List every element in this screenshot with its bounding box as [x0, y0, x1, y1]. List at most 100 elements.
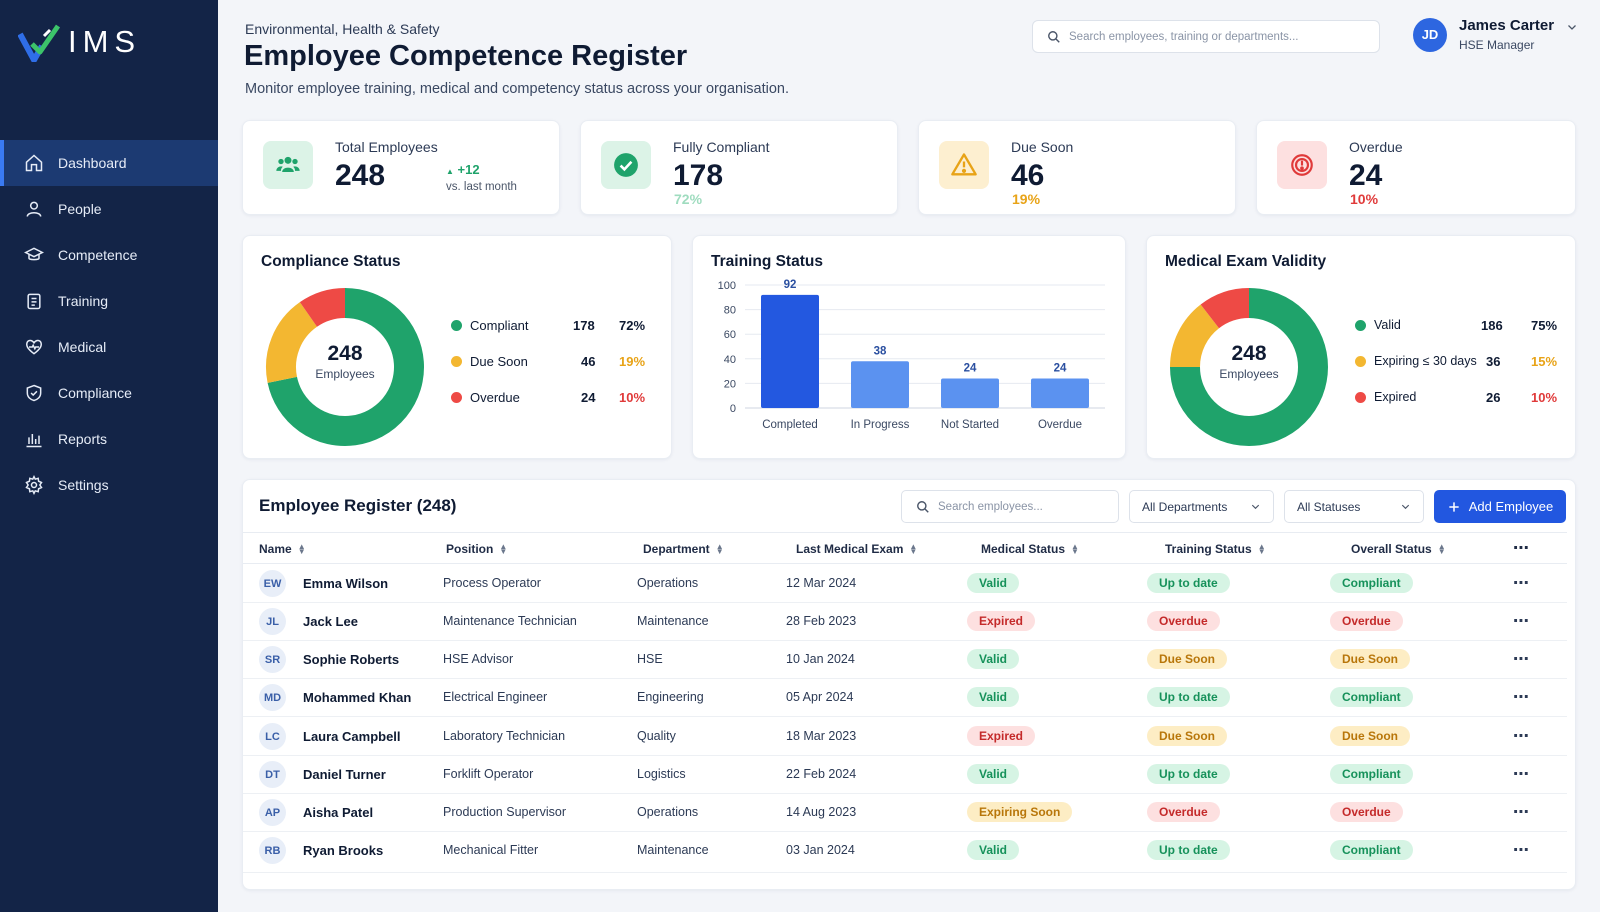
table-row[interactable]: RB Ryan Brooks Mechanical Fitter Maintenanc… [243, 831, 1567, 873]
row-actions-button[interactable]: ⋯ [1513, 651, 1530, 668]
home-icon [25, 154, 43, 172]
overall-status-badge: Compliant [1330, 840, 1413, 860]
compliance-donut-chart [266, 288, 424, 446]
employee-name[interactable]: Daniel Turner [303, 767, 386, 782]
employee-name[interactable]: Jack Lee [303, 614, 358, 629]
employee-name[interactable]: Mohammed Khan [303, 690, 412, 705]
column-header-training-status[interactable]: Training Status ▲ ▼ [1165, 542, 1266, 556]
table-row[interactable]: DT Daniel Turner Forklift Operator Logistic… [243, 755, 1567, 794]
bar-value-label: 24 [1054, 362, 1067, 374]
employee-register: Employee Register (248) All Departments … [242, 479, 1576, 890]
card-title: Medical Exam Validity [1165, 253, 1327, 270]
avatar[interactable]: JD [1413, 17, 1447, 52]
legend-swatch [1355, 391, 1366, 403]
overall-status-badge: Compliant [1330, 573, 1413, 593]
legend-label: Valid [1374, 318, 1401, 332]
employee-name[interactable]: Laura Campbell [303, 729, 401, 744]
employee-name[interactable]: Emma Wilson [303, 576, 389, 591]
employee-department: Operations [637, 576, 699, 590]
global-search-input[interactable] [1069, 30, 1359, 43]
kpi-trend-value: +12 [457, 162, 480, 177]
kpi-percent: 19% [1012, 191, 1041, 207]
warning-icon [951, 153, 977, 176]
table-header: Name ▲ ▼ Position ▲ ▼ Department ▲ ▼ Last Medi… [243, 532, 1567, 564]
clipboard-icon [27, 293, 41, 310]
chevron-down-icon[interactable] [1566, 21, 1578, 33]
row-actions-button[interactable]: ⋯ [1513, 842, 1530, 859]
table-row[interactable]: MD Mohammed Khan Electrical Engineer Engine… [243, 678, 1567, 717]
row-actions-button[interactable]: ⋯ [1513, 689, 1530, 706]
column-options-button[interactable]: ⋯ [1513, 540, 1529, 557]
donut-total: 248 [327, 342, 363, 365]
sidebar-item-label: Settings [58, 477, 109, 493]
column-header-medical-status[interactable]: Medical Status ▲ ▼ [981, 542, 1079, 556]
bar-not-started[interactable] [941, 378, 999, 408]
medical-validity-card: Medical Exam Validity 248 Employees Vali… [1146, 235, 1576, 459]
sidebar-item-competence[interactable]: Competence [0, 232, 218, 278]
trend-up-icon: ▲ [446, 167, 454, 176]
register-search-input[interactable] [938, 500, 1108, 513]
donut-total-label: Employees [1219, 367, 1279, 381]
column-header-department[interactable]: Department ▲ ▼ [643, 542, 724, 556]
overall-status-badge: Due Soon [1330, 726, 1410, 746]
employee-name[interactable]: Aisha Patel [303, 805, 374, 820]
department-filter[interactable]: All Departments [1129, 490, 1274, 523]
sidebar-item-reports[interactable]: Reports [0, 416, 218, 462]
table-row[interactable]: JL Jack Lee Maintenance Technician Maintena… [243, 602, 1567, 641]
kpi-value: 24 [1349, 159, 1383, 192]
legend-swatch [451, 391, 462, 403]
employee-name[interactable]: Ryan Brooks [303, 843, 384, 858]
column-header-name[interactable]: Name ▲ ▼ [259, 542, 306, 556]
table-row[interactable]: LC Laura Campbell Laboratory Technician Qua… [243, 717, 1567, 756]
user-menu[interactable]: JD James Carter HSE Manager [1413, 17, 1578, 52]
medical-donut-chart [1170, 288, 1328, 446]
medical-status-badge: Valid [967, 764, 1020, 784]
sidebar-item-training[interactable]: Training [0, 278, 218, 324]
row-actions-button[interactable]: ⋯ [1513, 728, 1530, 745]
employee-avatar: AP [259, 799, 286, 826]
sidebar-item-dashboard[interactable]: Dashboard [0, 140, 218, 186]
table-row[interactable]: EW Emma Wilson Process Operator Operations 1… [243, 564, 1567, 603]
global-search[interactable] [1032, 20, 1380, 53]
sidebar-item-compliance[interactable]: Compliance [0, 370, 218, 416]
employee-avatar: LC [259, 723, 286, 750]
employee-department: Maintenance [637, 843, 709, 857]
column-header-position[interactable]: Position ▲ ▼ [446, 542, 507, 556]
alert-circle-icon [1291, 154, 1313, 176]
legend-percent: 75% [1531, 317, 1558, 333]
bar-in-progress[interactable] [851, 361, 909, 408]
person-icon [26, 201, 42, 217]
row-actions-button[interactable]: ⋯ [1513, 804, 1530, 821]
employee-position: Maintenance Technician [443, 614, 577, 628]
legend-label: Overdue [470, 389, 520, 405]
bar-completed[interactable] [761, 294, 819, 408]
employee-position: Electrical Engineer [443, 690, 548, 704]
row-actions-button[interactable]: ⋯ [1513, 766, 1530, 783]
app-logo[interactable]: IMS [18, 22, 141, 62]
status-filter[interactable]: All Statuses [1284, 490, 1424, 523]
legend-label: Expired [1374, 390, 1417, 404]
heart-pulse-icon [25, 339, 43, 355]
last-medical-exam: 14 Aug 2023 [786, 805, 857, 819]
compliance-status-card: Compliance Status 248 Employees Complian… [242, 235, 672, 459]
row-actions-button[interactable]: ⋯ [1513, 613, 1530, 630]
row-actions-button[interactable]: ⋯ [1513, 575, 1530, 592]
employee-name[interactable]: Sophie Roberts [303, 652, 400, 667]
bar-overdue[interactable] [1031, 378, 1089, 408]
legend-percent: 72% [619, 317, 646, 333]
sidebar-item-label: Competence [58, 247, 138, 263]
sidebar-item-medical[interactable]: Medical [0, 324, 218, 370]
table-row[interactable]: SR Sophie Roberts HSE Advisor HSE 10 Jan 202… [243, 640, 1567, 679]
kpi-percent: 10% [1350, 191, 1379, 207]
sidebar-item-settings[interactable]: Settings [0, 462, 218, 508]
table-row[interactable]: AP Aisha Patel Production Supervisor Operat… [243, 793, 1567, 832]
sidebar-nav: Dashboard People Competence Training Med… [0, 140, 218, 508]
logo-mark-icon [18, 24, 61, 62]
column-header-last-exam[interactable]: Last Medical Exam ▲ ▼ [796, 542, 917, 556]
register-search[interactable] [901, 490, 1119, 523]
sidebar-item-people[interactable]: People [0, 186, 218, 232]
add-employee-button[interactable]: Add Employee [1434, 490, 1566, 523]
overall-status-badge: Overdue [1330, 611, 1403, 631]
training-status-badge: Overdue [1147, 611, 1220, 631]
column-header-overall-status[interactable]: Overall Status ▲ ▼ [1351, 542, 1446, 556]
